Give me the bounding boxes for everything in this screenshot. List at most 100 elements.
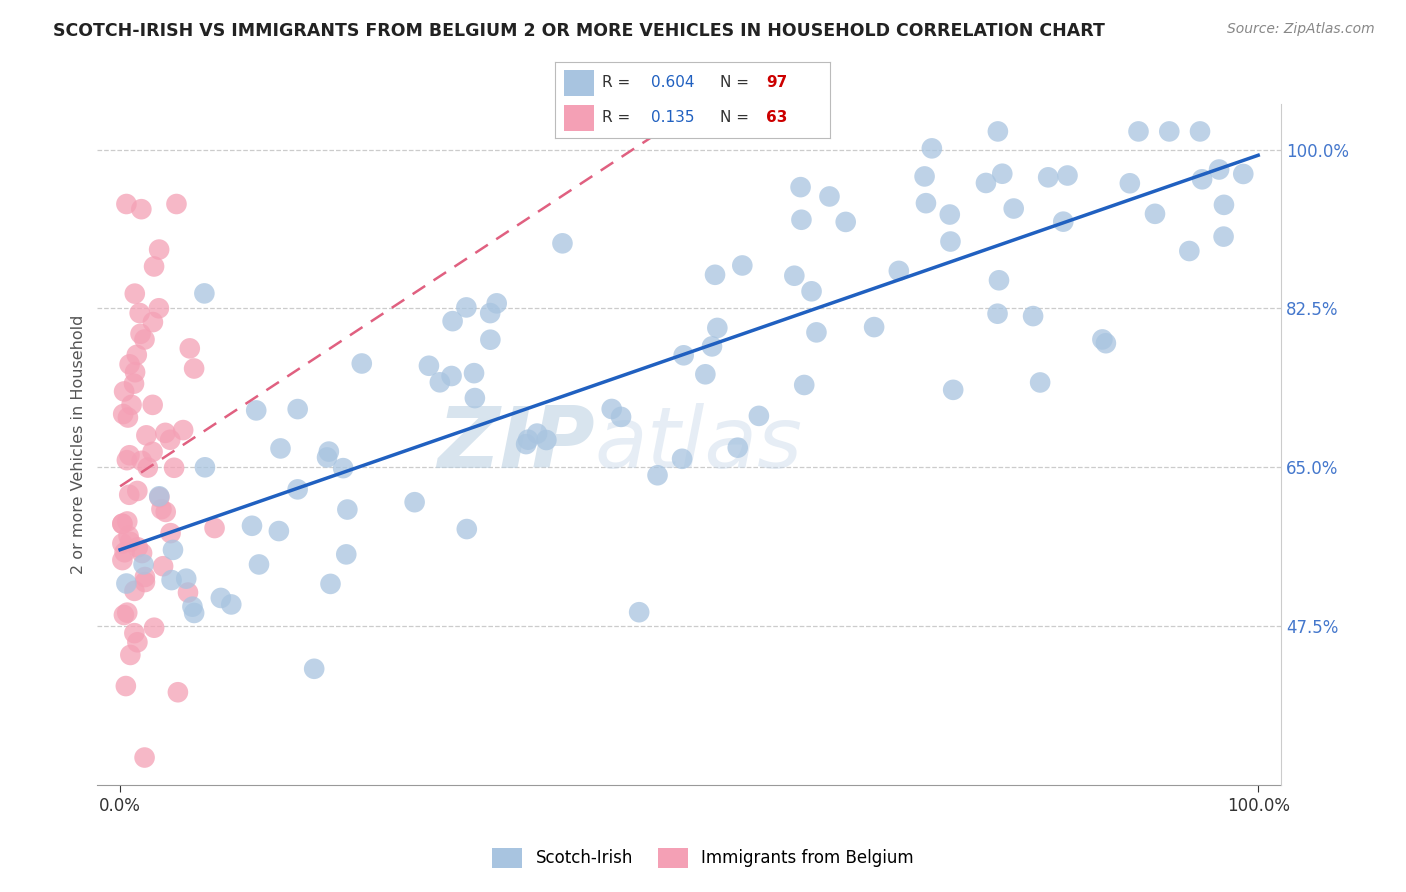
Point [336,502,359,516]
Point [131,202,153,217]
Point [124,365,146,379]
Point [915,196,938,211]
Point [515,437,537,451]
Point [834,215,856,229]
Point [117,529,139,543]
Point [124,286,146,301]
Point [115,197,138,211]
Point [700,339,723,353]
Point [114,545,136,559]
Point [672,348,695,362]
Point [118,488,141,502]
Point [167,685,190,699]
FancyBboxPatch shape [564,105,593,130]
Point [806,326,828,340]
Point [127,635,149,649]
Point [159,526,181,541]
Point [1159,124,1181,138]
Point [142,315,165,329]
Point [939,235,962,249]
Point [163,460,186,475]
Point [120,534,142,549]
Point [159,433,181,447]
Point [219,598,242,612]
Point [136,460,159,475]
Point [115,606,138,620]
Point [1029,376,1052,390]
Point [115,576,138,591]
Point [986,307,1008,321]
Point [939,208,962,222]
Point [1191,172,1213,186]
Point [122,376,145,391]
Text: 0.135: 0.135 [651,111,695,125]
Text: Source: ZipAtlas.com: Source: ZipAtlas.com [1227,22,1375,37]
Point [727,441,749,455]
Point [800,285,823,299]
Point [319,577,342,591]
Point [1189,124,1212,138]
Point [600,401,623,416]
Point [267,524,290,538]
Point [335,548,357,562]
Point [610,409,633,424]
Point [142,445,165,459]
Point [287,483,309,497]
Point [988,273,1011,287]
Point [247,558,270,572]
Point [172,423,194,437]
Point [914,169,936,184]
Point [127,541,149,555]
Point [129,326,152,341]
Point [174,572,197,586]
Point [440,369,463,384]
Point [155,505,177,519]
Point [183,361,205,376]
Point [183,606,205,620]
Point [132,558,155,572]
Point [1208,162,1230,177]
Point [150,502,173,516]
Text: 63: 63 [766,111,787,125]
Point [148,301,170,316]
Point [1091,333,1114,347]
Point [118,357,141,371]
Point [517,433,540,447]
Point [479,333,502,347]
Point [148,490,170,504]
Text: SCOTCH-IRISH VS IMMIGRANTS FROM BELGIUM 2 OR MORE VEHICLES IN HOUSEHOLD CORRELAT: SCOTCH-IRISH VS IMMIGRANTS FROM BELGIUM … [53,22,1105,40]
Point [991,167,1014,181]
Text: 97: 97 [766,76,787,90]
Point [1095,336,1118,351]
Point [1056,169,1078,183]
Point [1128,124,1150,138]
Text: ZIP: ZIP [437,403,595,486]
Point [332,461,354,475]
Point [783,268,806,283]
Point [134,333,156,347]
Point [485,296,508,310]
Point [112,407,135,421]
Point [536,433,558,447]
Point [240,518,263,533]
Point [111,516,134,531]
Point [1232,167,1254,181]
Point [131,546,153,560]
Point [464,391,486,405]
Point [245,403,267,417]
Point [404,495,426,509]
Point [179,342,201,356]
Point [456,301,478,315]
Point [1022,309,1045,323]
Point [429,376,451,390]
Point [177,585,200,599]
Point [143,260,166,274]
Y-axis label: 2 or more Vehicles in Household: 2 or more Vehicles in Household [72,315,86,574]
Point [479,306,502,320]
Point [152,559,174,574]
Point [128,306,150,320]
Point [166,197,188,211]
Point [463,366,485,380]
Point [793,378,815,392]
Point [148,489,170,503]
